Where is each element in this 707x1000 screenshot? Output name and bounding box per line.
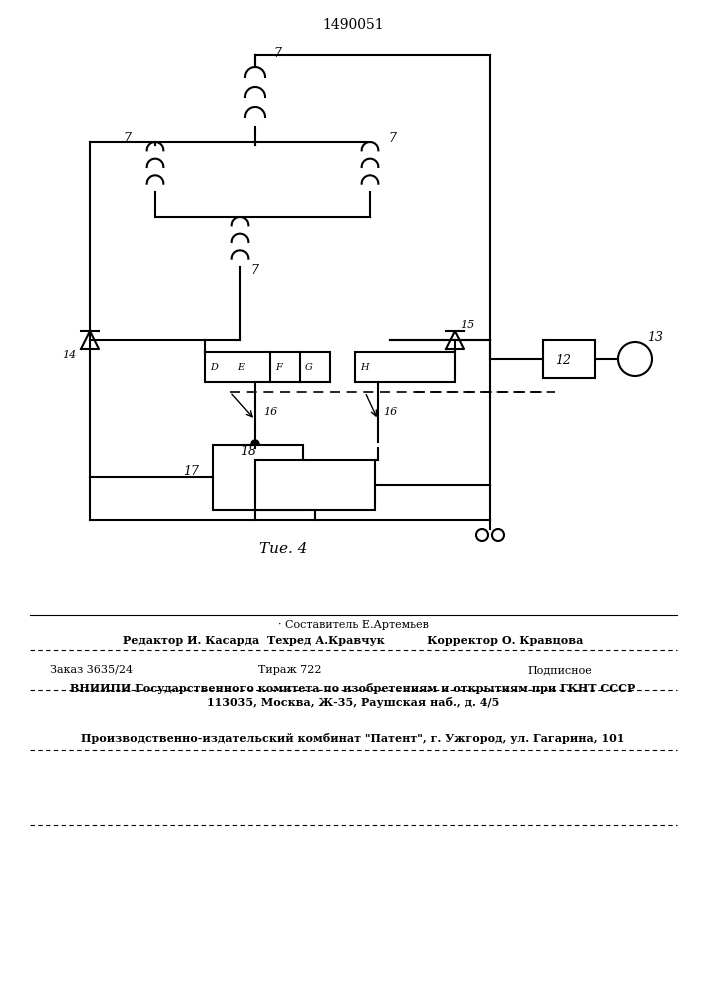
Bar	[205, 352, 330, 382]
Bar	[543, 340, 595, 378]
Bar	[255, 460, 375, 510]
Text: · Составитель Е.Артемьев: · Составитель Е.Артемьев	[278, 620, 428, 630]
Text: 1490051: 1490051	[322, 18, 384, 32]
Bar	[213, 445, 303, 510]
Circle shape	[251, 440, 259, 448]
Text: Подписное: Подписное	[527, 665, 592, 675]
Text: Тираж 722: Тираж 722	[258, 665, 322, 675]
Text: Τие. 4: Τие. 4	[259, 542, 308, 556]
Bar	[355, 352, 455, 382]
Text: G: G	[305, 363, 312, 372]
Text: D: D	[210, 363, 218, 372]
Text: 15: 15	[460, 320, 474, 330]
Text: E: E	[237, 363, 244, 372]
Text: 18: 18	[240, 445, 256, 458]
Text: F: F	[275, 363, 282, 372]
Text: 13: 13	[647, 331, 663, 344]
Text: Заказ 3635/24: Заказ 3635/24	[50, 665, 133, 675]
Text: H: H	[360, 363, 368, 372]
Text: ВНИИПИ Государственного комитета по изобретениям и открытиям при ГКНТ СССР: ВНИИПИ Государственного комитета по изоб…	[71, 682, 636, 694]
Text: 17: 17	[183, 465, 199, 478]
Text: 7: 7	[273, 47, 281, 60]
Text: 7: 7	[250, 264, 258, 277]
Text: 12: 12	[555, 354, 571, 367]
Text: 16: 16	[263, 407, 277, 417]
Text: 14: 14	[62, 350, 76, 360]
Text: 7: 7	[388, 132, 396, 145]
Text: Редактор И. Касарда  Техред А.Кравчук           Корректор О. Кравцова: Редактор И. Касарда Техред А.Кравчук Кор…	[123, 635, 583, 646]
Text: 113035, Москва, Ж-35, Раушская наб., д. 4/5: 113035, Москва, Ж-35, Раушская наб., д. …	[207, 696, 499, 708]
Text: 16: 16	[383, 407, 397, 417]
Text: 7: 7	[123, 132, 131, 145]
Text: Производственно-издательский комбинат "Патент", г. Ужгород, ул. Гагарина, 101: Производственно-издательский комбинат "П…	[81, 732, 625, 744]
